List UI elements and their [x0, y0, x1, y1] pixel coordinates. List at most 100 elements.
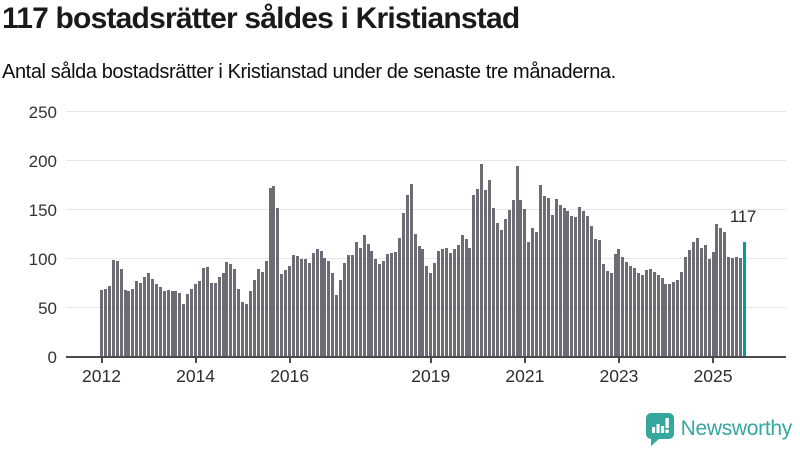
bar: [327, 260, 331, 357]
bar: [590, 225, 593, 357]
bar: [429, 272, 433, 357]
bar: [374, 259, 378, 357]
bar: [637, 272, 641, 357]
bar: [664, 283, 668, 357]
bar: [546, 198, 550, 357]
bar: [182, 304, 186, 357]
page-subtitle: Antal sålda bostadsrätter i Kristianstad…: [2, 61, 616, 83]
bar: [115, 260, 119, 357]
bar: [225, 261, 229, 357]
bar: [425, 265, 429, 357]
bar: [311, 253, 315, 357]
bar: [205, 266, 209, 357]
bar: [586, 215, 590, 357]
x-axis-label: 2023: [599, 366, 639, 386]
y-axis-label: 250: [28, 102, 57, 122]
bar: [170, 291, 174, 357]
bar: [629, 265, 633, 357]
bar: [217, 276, 221, 357]
bar: [362, 235, 366, 357]
bar: [578, 207, 582, 357]
bar: [562, 208, 566, 357]
bar: [252, 279, 256, 357]
bar: [488, 179, 492, 357]
x-axis-tick: [100, 358, 103, 363]
bar: [574, 216, 578, 357]
bar: [433, 262, 437, 357]
bar: [201, 267, 205, 357]
bar: [390, 253, 394, 357]
gridline: [66, 160, 786, 161]
bar: [640, 274, 644, 357]
bar: [507, 210, 511, 357]
bar: [570, 215, 574, 357]
bar: [719, 227, 723, 357]
bar: [456, 245, 460, 357]
bar: [158, 287, 162, 357]
bar: [150, 278, 154, 357]
bar: [605, 270, 609, 357]
bar: [472, 195, 476, 357]
bar: [711, 252, 715, 357]
bar: [550, 214, 554, 357]
bar: [539, 184, 543, 357]
bar: [738, 258, 742, 357]
bar: [323, 258, 327, 357]
bar: [245, 304, 249, 357]
bar: [154, 284, 158, 357]
bar: [382, 260, 386, 357]
bar: [695, 238, 699, 357]
bar: [194, 284, 198, 357]
bar: [339, 279, 343, 357]
bar: [566, 210, 570, 357]
bar: [691, 242, 695, 357]
bar: [542, 196, 546, 357]
bar: [288, 265, 292, 357]
newsworthy-logo-text: Newsworthy: [680, 417, 793, 440]
x-axis-tick: [288, 358, 291, 363]
x-axis-tick: [429, 358, 432, 363]
bar: [135, 280, 139, 357]
bar: [299, 259, 303, 357]
bar: [723, 231, 727, 357]
bar: [688, 250, 691, 357]
bar: [166, 290, 170, 357]
bar: [331, 272, 335, 357]
bar: [441, 249, 445, 357]
bar: [162, 291, 166, 357]
bar: [292, 255, 296, 357]
bar: [468, 248, 472, 357]
bar: [476, 189, 480, 357]
y-axis-label: 200: [28, 151, 57, 171]
bar: [464, 239, 468, 357]
bar: [480, 163, 484, 357]
bar: [492, 208, 495, 357]
bar: [444, 248, 448, 357]
bar: [452, 249, 456, 357]
bar: [358, 248, 362, 357]
bar: [350, 255, 354, 357]
bar: [648, 268, 652, 357]
bar: [343, 262, 347, 357]
bar: [531, 227, 535, 357]
bar: [370, 251, 374, 357]
bar: [535, 231, 539, 357]
bar: [680, 271, 684, 357]
bar: [609, 272, 613, 357]
bar: [307, 262, 311, 357]
bar: [613, 254, 617, 357]
y-axis-label: 50: [38, 298, 57, 318]
bar: [107, 286, 111, 357]
bar: [421, 249, 425, 357]
bar: [229, 263, 233, 357]
bar: [198, 280, 201, 357]
bar: [633, 267, 637, 357]
bar: [272, 186, 276, 357]
bar: [625, 261, 629, 357]
bar: [558, 205, 562, 357]
y-axis-label: 0: [47, 347, 57, 367]
bar: [582, 210, 586, 357]
bar: [703, 245, 707, 357]
bar: [284, 269, 288, 357]
bar: [593, 239, 597, 357]
